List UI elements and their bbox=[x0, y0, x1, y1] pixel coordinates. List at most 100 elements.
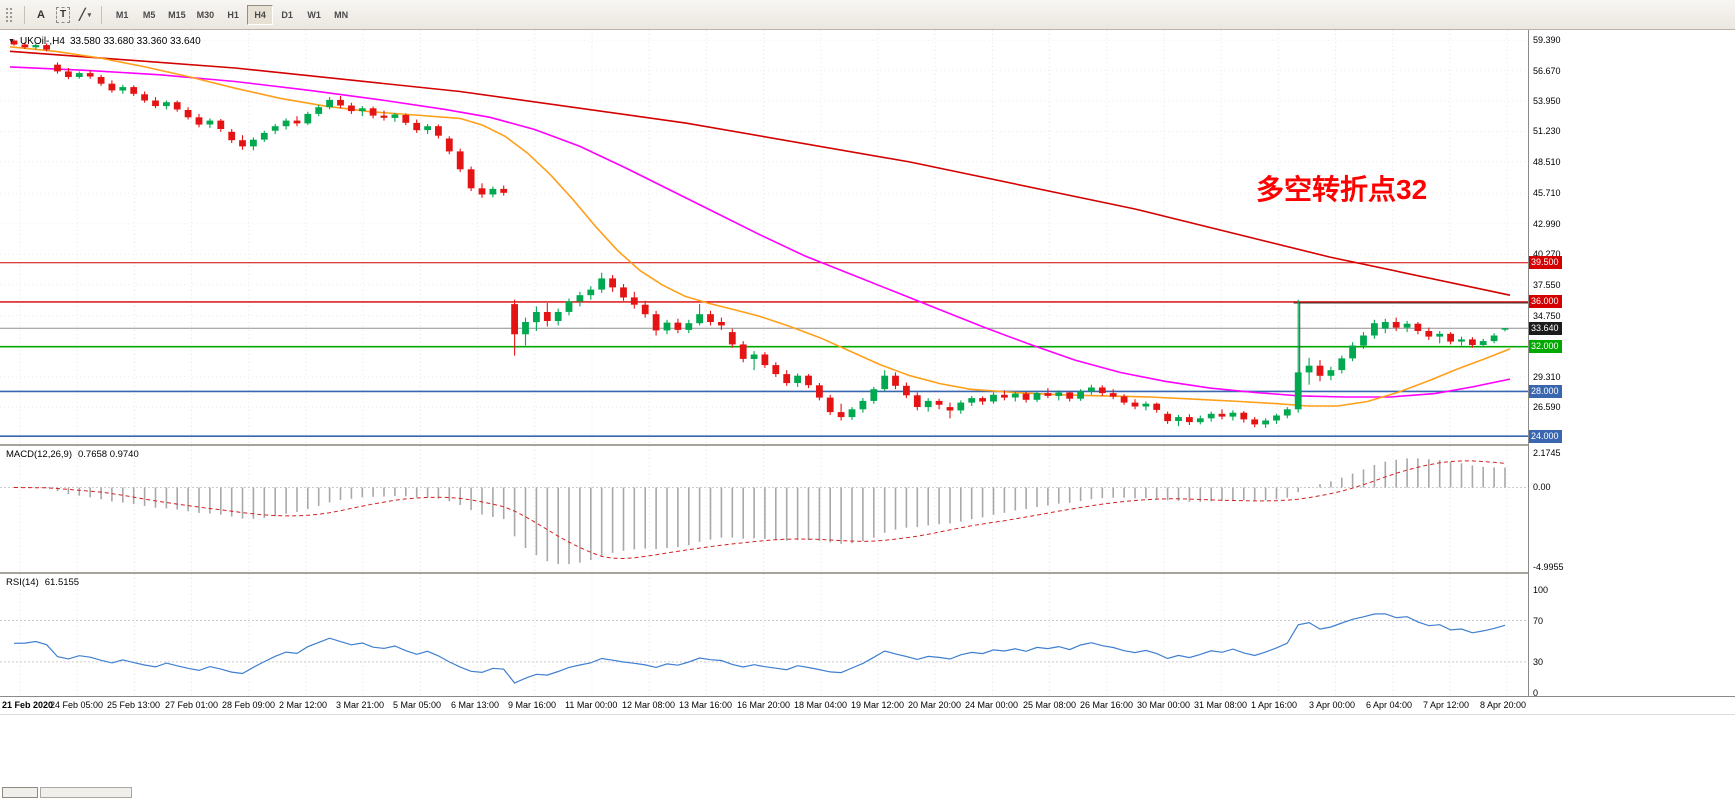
price-badge-32.000: 32.000 bbox=[1529, 340, 1562, 353]
timeframe-button-m15[interactable]: M15 bbox=[163, 5, 191, 25]
time-axis-label: 21 Feb 2020 bbox=[2, 700, 54, 710]
timeframe-button-m1[interactable]: M1 bbox=[109, 5, 135, 25]
vertical-grid bbox=[19, 446, 1508, 572]
bottom-scrollbar-segment[interactable] bbox=[2, 787, 38, 798]
timeframe-button-h4[interactable]: H4 bbox=[247, 4, 274, 25]
toolbar-grip-icon[interactable] bbox=[5, 6, 14, 23]
toolbar-separator bbox=[24, 5, 25, 24]
chart-annotation[interactable]: 多空转折点32 bbox=[1256, 174, 1428, 205]
time-axis-label: 3 Mar 21:00 bbox=[336, 700, 385, 710]
text-tool-icon: T bbox=[56, 6, 71, 23]
price-axis: 59.390 56.670 53.950 51.230 48.510 45.710 42.9… bbox=[1528, 30, 1735, 698]
price-axis-label: 53.950 bbox=[1533, 96, 1561, 106]
vertical-grid bbox=[19, 30, 1508, 444]
time-axis-label: 6 Apr 04:00 bbox=[1366, 700, 1413, 710]
shapes-tool-button[interactable]: ╱ ▾ bbox=[74, 4, 96, 26]
toolbar-separator bbox=[101, 5, 103, 24]
shape-line-icon: ╱ bbox=[79, 9, 86, 21]
price-badge-39.500: 39.500 bbox=[1529, 256, 1562, 269]
price-axis-label: 40.270 bbox=[1533, 249, 1561, 259]
time-axis: 21 Feb 2020 24 Feb 05:00 25 Feb 13:00 27 Fe… bbox=[0, 696, 1735, 715]
rsi-name: RSI(14) bbox=[6, 577, 39, 588]
time-axis-label: 6 Mar 13:00 bbox=[451, 700, 500, 710]
time-axis-label: 18 Mar 04:00 bbox=[794, 700, 848, 710]
macd-axis-label: 0.00 bbox=[1533, 482, 1551, 492]
time-axis-label: 5 Mar 05:00 bbox=[393, 700, 442, 710]
moving-average-fast bbox=[9, 46, 1511, 407]
vertical-grid bbox=[19, 574, 1508, 696]
price-axis-label: 48.510 bbox=[1533, 157, 1561, 167]
panel-splitter[interactable] bbox=[0, 572, 1735, 574]
price-axis-label: 56.670 bbox=[1533, 66, 1561, 76]
panel-splitter[interactable] bbox=[0, 444, 1735, 446]
price-axis-label: 37.550 bbox=[1533, 280, 1561, 290]
time-axis-label: 28 Feb 09:00 bbox=[222, 700, 276, 710]
ohlc-values: 33.580 33.680 33.360 33.640 bbox=[69, 36, 201, 47]
rsi-value: 61.5155 bbox=[44, 577, 80, 588]
macd-panel-chart[interactable] bbox=[0, 446, 1528, 572]
rsi-axis-label: 70 bbox=[1533, 616, 1544, 626]
time-axis-label: 8 Apr 20:00 bbox=[1480, 700, 1527, 710]
time-axis-label: 12 Mar 08:00 bbox=[622, 700, 676, 710]
macd-label: MACD(12,26,9) 0.7658 0.9740 bbox=[6, 449, 139, 460]
price-badge-24.000: 24.000 bbox=[1529, 430, 1562, 443]
bottom-panel-segment bbox=[40, 787, 132, 798]
descending-trendline[interactable] bbox=[9, 50, 1511, 296]
time-axis-label: 24 Mar 00:00 bbox=[965, 700, 1019, 710]
rsi-line bbox=[13, 613, 1506, 684]
rsi-axis-label: 100 bbox=[1533, 585, 1549, 595]
time-axis-label: 26 Mar 16:00 bbox=[1080, 700, 1134, 710]
time-axis-label: 9 Mar 16:00 bbox=[508, 700, 557, 710]
chevron-down-icon: ▾ bbox=[87, 11, 92, 19]
time-axis-label: 2 Mar 12:00 bbox=[279, 700, 328, 710]
candles-layer bbox=[10, 39, 1509, 428]
price-axis-label: 42.990 bbox=[1533, 219, 1561, 229]
time-axis-label: 16 Mar 20:00 bbox=[737, 700, 791, 710]
timeframe-button-d1[interactable]: D1 bbox=[274, 5, 300, 25]
time-axis-label: 25 Mar 08:00 bbox=[1023, 700, 1077, 710]
symbol-period-label: UKOil-,H4 bbox=[19, 36, 65, 47]
price-badge-28.000: 28.000 bbox=[1529, 385, 1562, 398]
timeframe-group: M1 M5 M15 M30 H1 H4 D1 W1 MN bbox=[109, 4, 354, 25]
text-tool-button[interactable]: T bbox=[52, 4, 74, 26]
time-axis-label: 27 Feb 01:00 bbox=[165, 700, 219, 710]
price-axis-label: 59.390 bbox=[1533, 35, 1561, 45]
time-axis-label: 25 Feb 13:00 bbox=[107, 700, 161, 710]
time-axis-label: 20 Mar 20:00 bbox=[908, 700, 962, 710]
time-axis-label: 24 Feb 05:00 bbox=[50, 700, 104, 710]
time-axis-label: 31 Mar 08:00 bbox=[1194, 700, 1248, 710]
time-axis-label: 19 Mar 12:00 bbox=[851, 700, 905, 710]
macd-name: MACD(12,26,9) bbox=[6, 449, 72, 460]
price-axis-label: 45.710 bbox=[1533, 188, 1561, 198]
rsi-axis-label: 30 bbox=[1533, 657, 1544, 667]
rsi-label: RSI(14) 61.5155 bbox=[6, 577, 79, 588]
main-price-chart[interactable] bbox=[0, 30, 1528, 444]
time-axis-label: 3 Apr 00:00 bbox=[1309, 700, 1356, 710]
timeframe-button-h1[interactable]: H1 bbox=[220, 5, 246, 25]
price-badge-36.000: 36.000 bbox=[1529, 295, 1562, 308]
time-axis-label: 11 Mar 00:00 bbox=[565, 700, 618, 710]
price-axis-label: 51.230 bbox=[1533, 126, 1561, 136]
timeframe-button-m5[interactable]: M5 bbox=[136, 5, 162, 25]
timeframe-button-m30[interactable]: M30 bbox=[192, 5, 220, 25]
symbol-dropdown-icon[interactable]: ▼ bbox=[8, 38, 15, 45]
time-axis-label: 1 Apr 16:00 bbox=[1251, 700, 1298, 710]
price-axis-label: 29.310 bbox=[1533, 372, 1561, 382]
toolbar: A T ╱ ▾ M1 M5 M15 M30 H1 H4 D1 W1 MN bbox=[0, 0, 1735, 30]
horizontal-grid bbox=[0, 39, 1528, 408]
macd-axis-label: 2.1745 bbox=[1533, 448, 1561, 458]
cursor-tool-button[interactable]: A bbox=[30, 4, 52, 26]
timeframe-button-mn[interactable]: MN bbox=[328, 5, 354, 25]
rsi-panel-chart[interactable] bbox=[0, 574, 1528, 696]
chart-title: ▼ UKOil-,H4 33.580 33.680 33.360 33.640 bbox=[8, 36, 201, 47]
time-axis-label: 13 Mar 16:00 bbox=[679, 700, 733, 710]
macd-histogram bbox=[24, 458, 1506, 565]
time-axis-label: 7 Apr 12:00 bbox=[1423, 700, 1470, 710]
price-axis-label: 26.590 bbox=[1533, 402, 1561, 412]
price-axis-label: 34.750 bbox=[1533, 311, 1561, 321]
macd-values: 0.7658 0.9740 bbox=[78, 449, 139, 460]
macd-signal-line bbox=[13, 460, 1506, 560]
timeframe-button-w1[interactable]: W1 bbox=[301, 5, 327, 25]
price-badge-33.640: 33.640 bbox=[1529, 322, 1562, 335]
rsi-axis-label: 0 bbox=[1533, 688, 1539, 698]
